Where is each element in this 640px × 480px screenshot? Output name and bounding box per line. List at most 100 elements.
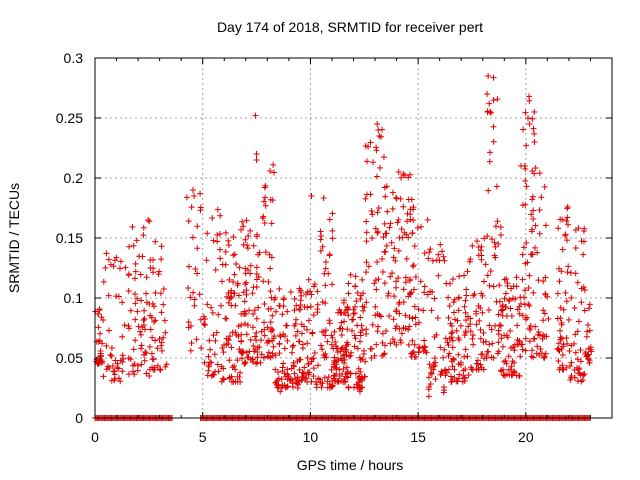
data-point <box>522 109 529 116</box>
data-point <box>246 307 253 314</box>
data-point <box>522 335 529 342</box>
data-point <box>328 366 335 373</box>
data-point <box>477 361 484 368</box>
data-point <box>132 290 139 297</box>
data-point <box>194 245 201 252</box>
data-point <box>352 283 359 290</box>
data-point <box>157 366 164 373</box>
data-point <box>575 366 582 373</box>
data-point <box>270 335 277 342</box>
data-point <box>516 310 523 317</box>
data-point <box>426 384 433 391</box>
data-point <box>391 293 398 300</box>
data-point <box>149 356 156 363</box>
data-point <box>506 371 513 378</box>
data-point <box>425 255 432 262</box>
data-point <box>299 374 306 381</box>
data-point <box>494 218 501 225</box>
data-point <box>492 254 499 261</box>
data-point <box>383 242 390 249</box>
data-point <box>557 315 564 322</box>
data-point <box>238 311 245 318</box>
data-point <box>457 322 464 329</box>
data-points <box>92 73 595 421</box>
data-point <box>371 352 378 359</box>
data-point <box>425 393 432 400</box>
data-point <box>198 345 205 352</box>
data-point <box>541 310 548 317</box>
data-point <box>291 322 298 329</box>
data-point <box>225 242 232 249</box>
data-point <box>445 342 452 349</box>
data-point <box>504 334 511 341</box>
data-point <box>585 345 592 352</box>
data-point <box>121 322 128 329</box>
data-point <box>341 351 348 358</box>
data-point <box>258 337 265 344</box>
data-point <box>204 372 211 379</box>
data-point <box>261 332 268 339</box>
data-point <box>536 230 543 237</box>
data-point <box>471 291 478 298</box>
data-point <box>566 348 573 355</box>
data-point <box>201 316 208 323</box>
data-point <box>572 331 579 338</box>
data-point <box>130 242 137 249</box>
data-point <box>317 247 324 254</box>
data-point <box>261 198 268 205</box>
data-point <box>557 304 564 311</box>
data-point <box>267 265 274 272</box>
data-point <box>402 312 409 319</box>
data-point <box>465 371 472 378</box>
data-point <box>110 368 117 375</box>
data-point <box>260 213 267 220</box>
data-point <box>355 365 362 372</box>
data-point <box>243 217 250 224</box>
data-point <box>563 334 570 341</box>
data-point <box>523 239 530 246</box>
data-point <box>411 243 418 250</box>
data-point <box>503 360 510 367</box>
data-point <box>568 342 575 349</box>
data-point <box>188 339 195 346</box>
data-point <box>476 317 483 324</box>
data-point <box>305 360 312 367</box>
data-point <box>243 349 250 356</box>
data-point <box>257 359 264 366</box>
data-point <box>396 310 403 317</box>
data-point <box>267 196 274 203</box>
data-point <box>162 329 169 336</box>
data-point <box>264 324 271 331</box>
data-point <box>469 332 476 339</box>
data-point <box>276 341 283 348</box>
data-point <box>403 255 410 262</box>
data-point <box>244 245 251 252</box>
data-point <box>344 341 351 348</box>
data-point <box>331 354 338 361</box>
data-point <box>276 285 283 292</box>
data-point <box>287 377 294 384</box>
data-point <box>226 276 233 283</box>
data-point <box>148 350 155 357</box>
data-point <box>335 378 342 385</box>
data-point <box>247 336 254 343</box>
data-point <box>372 225 379 232</box>
data-point <box>310 365 317 372</box>
data-point <box>270 161 277 168</box>
data-point <box>557 334 564 341</box>
data-point <box>242 281 249 288</box>
data-point <box>437 241 444 248</box>
data-point <box>462 366 469 373</box>
data-point <box>435 272 442 279</box>
data-point <box>510 344 517 351</box>
data-point <box>368 345 375 352</box>
data-point <box>100 278 107 285</box>
data-point <box>482 261 489 268</box>
data-point <box>140 232 147 239</box>
data-point <box>197 190 204 197</box>
data-point <box>499 343 506 350</box>
data-point <box>535 277 542 284</box>
data-point <box>383 230 390 237</box>
data-point <box>231 363 238 370</box>
